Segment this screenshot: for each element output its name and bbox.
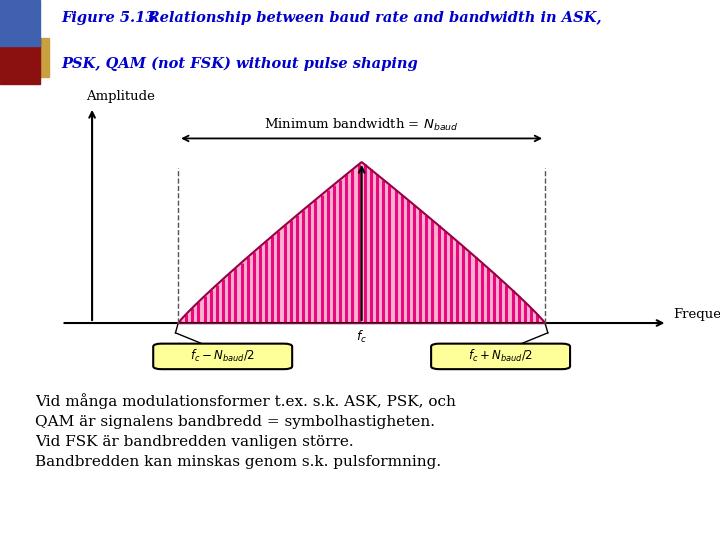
Text: Vid många modulationsformer t.ex. s.k. ASK, PSK, och
QAM är signalens bandbredd : Vid många modulationsformer t.ex. s.k. A… [35, 393, 456, 469]
Text: $f_c - N_{baud}/2$: $f_c - N_{baud}/2$ [190, 348, 256, 364]
Polygon shape [179, 163, 545, 323]
Text: $f_c + N_{baud}/2$: $f_c + N_{baud}/2$ [468, 348, 534, 364]
FancyBboxPatch shape [153, 343, 292, 369]
Text: Figure 5.13: Figure 5.13 [61, 11, 156, 25]
Text: $f_c$: $f_c$ [356, 329, 367, 345]
FancyBboxPatch shape [431, 343, 570, 369]
Text: Relationship between baud rate and bandwidth in ASK,: Relationship between baud rate and bandw… [127, 11, 602, 25]
Text: Amplitude: Amplitude [86, 90, 156, 103]
Text: PSK, QAM (not FSK) without pulse shaping: PSK, QAM (not FSK) without pulse shaping [61, 57, 418, 71]
Text: Frequency: Frequency [673, 308, 720, 321]
Text: Minimum bandwidth = $N_{baud}$: Minimum bandwidth = $N_{baud}$ [264, 117, 459, 132]
